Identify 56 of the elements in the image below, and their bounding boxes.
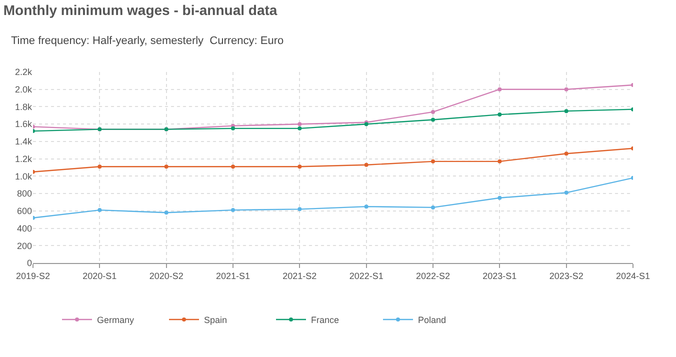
point — [564, 109, 568, 114]
x-tick-label: 2023-S1 — [482, 270, 517, 281]
point — [164, 210, 168, 215]
x-tick-label: 2022-S1 — [349, 270, 384, 281]
y-tick-label: 400 — [16, 223, 32, 234]
legend-label: Germany — [97, 315, 135, 326]
point — [564, 190, 568, 195]
y-tick-label: 1.6k — [14, 119, 32, 130]
y-tick-label: 2.2k — [14, 67, 32, 78]
point — [431, 118, 435, 122]
point — [364, 204, 368, 209]
y-tick-label: 800 — [16, 188, 32, 199]
y-tick-label: 1.4k — [14, 136, 32, 147]
point — [298, 164, 302, 169]
y-tick-label: 1.0k — [14, 171, 32, 182]
point — [298, 126, 302, 130]
line-series — [33, 146, 633, 174]
y-tick-label: 1.8k — [14, 102, 32, 112]
point — [498, 87, 502, 92]
point — [431, 159, 435, 164]
chart-title: Monthly minimum wages - bi-annual data — [3, 2, 278, 18]
point — [298, 122, 302, 126]
y-tick-label: 1.2k — [14, 154, 32, 164]
point — [564, 152, 568, 156]
point — [498, 196, 502, 200]
x-tick-label: 2020-S1 — [82, 270, 117, 281]
x-tick-label: 2023-S2 — [549, 270, 584, 281]
point — [364, 162, 368, 167]
line-series — [33, 107, 633, 134]
legend-label: Poland — [418, 315, 446, 326]
y-tick-label: 600 — [16, 206, 32, 216]
x-tick-label: 2021-S1 — [216, 270, 250, 281]
point — [98, 164, 102, 169]
x-tick-label: 2021-S2 — [282, 270, 317, 281]
legend-label: Spain — [204, 315, 228, 326]
point — [431, 110, 435, 114]
legend-label: France — [311, 315, 340, 326]
y-tick-label: 0 — [26, 258, 32, 268]
point — [231, 126, 235, 130]
x-tick-label: 2019-S2 — [16, 270, 50, 281]
point — [231, 208, 235, 212]
point — [98, 208, 102, 212]
x-tick-label: 2022-S2 — [416, 270, 450, 281]
point — [164, 164, 168, 169]
y-tick-label: 2.0k — [14, 84, 32, 95]
y-tick-label: 200 — [16, 240, 32, 251]
point — [298, 207, 302, 212]
x-tick-label: 2020-S2 — [149, 270, 184, 281]
point — [431, 205, 435, 210]
point — [498, 159, 502, 164]
x-tick-label: 2024-S1 — [616, 270, 650, 281]
chart-subtitle: Time frequency: Half-yearly, semesterly Currency: Euro — [11, 35, 284, 47]
point — [231, 164, 235, 169]
point — [564, 87, 568, 92]
point — [498, 112, 502, 117]
line-series — [33, 176, 633, 220]
